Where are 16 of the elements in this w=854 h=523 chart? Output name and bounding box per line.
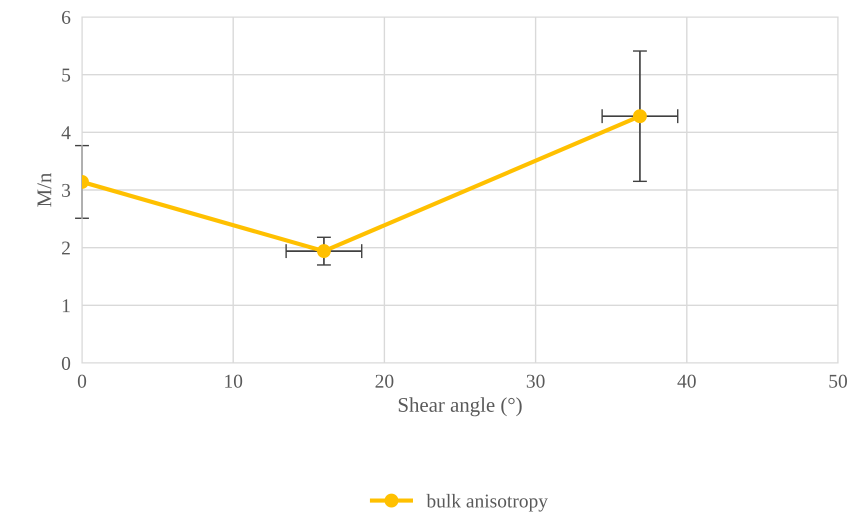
x-tick-label: 50	[829, 374, 847, 388]
x-tick-label: 30	[526, 374, 545, 388]
y-tick-label: 0	[62, 356, 70, 370]
x-axis-title: Shear angle (°)	[398, 397, 522, 416]
y-tick-label: 6	[62, 10, 70, 24]
y-tick-label: 4	[62, 126, 71, 140]
x-tick-label: 10	[225, 374, 242, 388]
y-tick-label: 2	[62, 242, 70, 254]
y-tick-label: 3	[62, 184, 70, 197]
y-tick-label: 5	[62, 68, 70, 82]
x-tick-label: 40	[677, 374, 696, 388]
legend-label: bulk anisotropy	[426, 494, 548, 512]
y-axis-title: M/n	[37, 172, 52, 207]
y-tick-label: 1	[62, 299, 70, 312]
x-tick-label: 20	[376, 374, 394, 388]
x-tick-label: 0	[78, 374, 86, 388]
